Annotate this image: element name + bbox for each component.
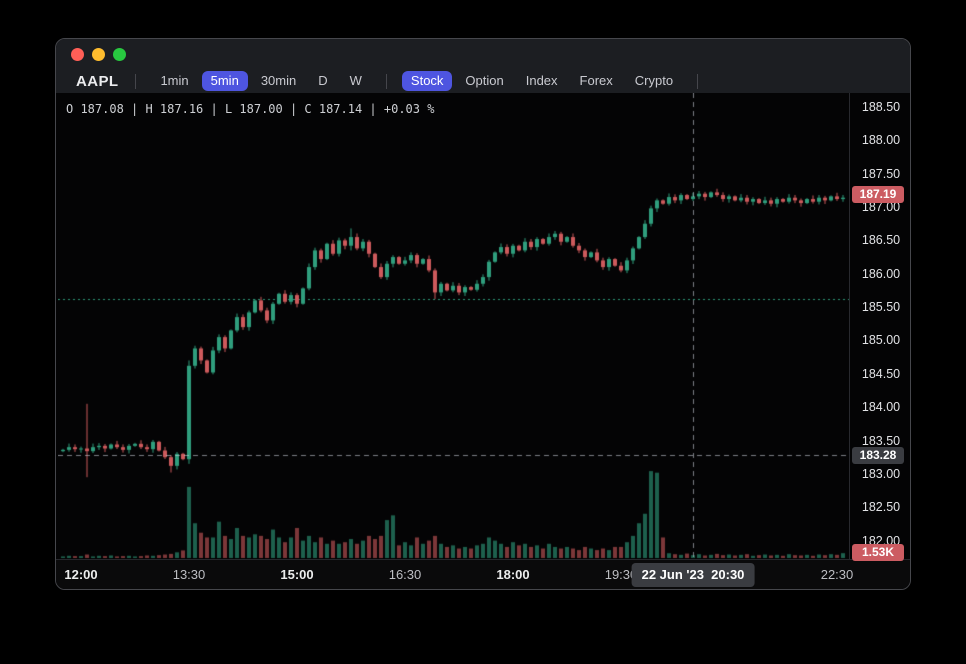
price-axis-tick: 184.00 [861,400,901,415]
price-axis-tick: 186.50 [861,233,901,248]
toolbar-divider [135,73,137,89]
timeframe-daily[interactable]: D [309,71,336,91]
chart-region: O 187.08 | H 187.16 | L 187.00 | C 187.1… [56,93,910,561]
price-chart[interactable] [58,93,849,561]
price-axis-tick: 187.00 [861,200,901,215]
volume-label: 1.53K [852,544,904,561]
time-axis-tick: 18:00 [496,567,530,582]
symbol-label: AAPL [76,72,119,90]
market-tab-forex[interactable]: Forex [571,71,622,91]
price-axis-tick: 185.50 [861,300,901,315]
price-axis-tick: 185.00 [861,333,901,348]
price-axis-tick: 183.00 [861,466,901,481]
price-axis-tick: 183.50 [861,433,901,448]
price-axis-tick: 188.50 [861,100,901,114]
current-price-label: 187.19 [852,185,904,203]
time-axis-tick: 13:30 [172,567,206,582]
timeframe-1min[interactable]: 1min [151,71,197,91]
window-titlebar[interactable] [56,39,910,69]
price-axis[interactable]: 182.00 182.50 183.00 183.50 184.00 184.50 185.… [849,93,910,561]
toolbar-divider [697,73,699,89]
time-axis-tick: 12:00 [64,567,98,582]
toolbar-divider [385,73,387,89]
time-axis[interactable]: 22:3021:0019:3018:0016:3015:0013:3012:00… [56,559,910,589]
app-window: AAPL 1min 5min 30min D W Stock Option In… [55,38,911,590]
minimize-window-button[interactable] [92,47,105,61]
ohlc-readout: O 187.08 | H 187.16 | L 187.00 | C 187.1… [66,102,435,116]
market-tab-crypto[interactable]: Crypto [626,71,682,91]
timeframe-30min[interactable]: 30min [252,71,305,91]
price-axis-tick: 184.50 [861,366,901,381]
market-tab-index[interactable]: Index [517,71,567,91]
zoom-window-button[interactable] [113,47,126,61]
crosshair-time-label: 22 Jun '23 20:30 [631,563,755,587]
time-axis-tick: 16:30 [388,567,422,582]
time-axis-tick: 22:30 [820,567,854,582]
price-axis-tick: 182.50 [861,500,901,515]
timeframe-weekly[interactable]: W [341,71,371,91]
timeframe-5min[interactable]: 5min [201,71,248,91]
market-tab-stock[interactable]: Stock [401,71,453,91]
close-window-button[interactable] [71,47,84,61]
price-axis-tick: 186.00 [861,266,901,281]
time-axis-tick: 19:30 [604,567,638,582]
crosshair-price-label: 183.28 [852,446,904,464]
time-axis-tick: 15:00 [280,567,314,582]
price-axis-tick: 187.50 [861,166,901,181]
toolbar: AAPL 1min 5min 30min D W Stock Option In… [56,69,910,94]
market-tab-option[interactable]: Option [456,71,512,91]
price-axis-tick: 188.00 [861,133,901,148]
